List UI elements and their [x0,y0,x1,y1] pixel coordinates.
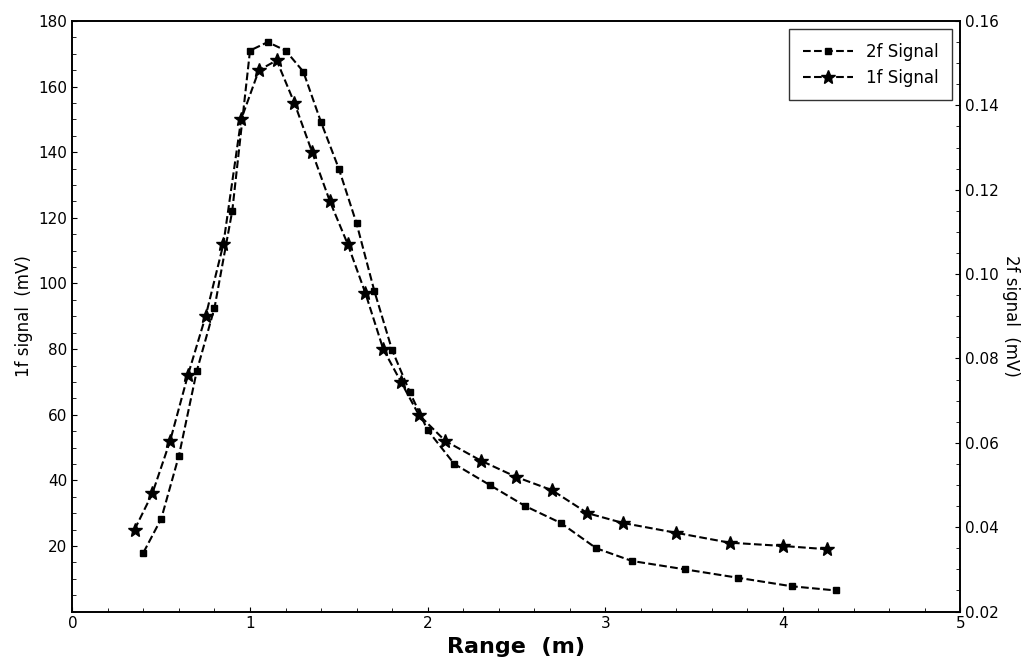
1f Signal [200,312,212,321]
2f Signal [226,207,238,215]
2f Signal [732,574,744,582]
2f Signal [520,502,532,510]
2f Signal [351,220,363,228]
1f Signal [776,542,789,550]
2f Signal [315,118,327,126]
1f Signal [439,437,451,445]
2f Signal [332,165,345,173]
2f Signal [208,304,220,312]
1f Signal [377,345,389,353]
1f Signal [306,149,319,157]
2f Signal [625,557,638,565]
1f Signal [128,526,141,534]
2f Signal [404,388,416,396]
1f Signal [821,545,833,553]
1f Signal [146,489,158,497]
2f Signal [173,452,185,460]
Line: 1f Signal: 1f Signal [127,54,834,556]
1f Signal [475,457,487,465]
1f Signal [270,56,283,65]
1f Signal [413,411,425,419]
1f Signal [510,473,523,481]
2f Signal [190,367,203,375]
1f Signal [235,116,247,124]
2f Signal [155,515,168,523]
2f Signal [830,587,842,595]
2f Signal [262,38,274,46]
1f Signal [394,378,407,386]
Y-axis label: 2f signal  (mV): 2f signal (mV) [1002,255,1021,377]
2f Signal [244,46,257,54]
1f Signal [324,198,336,206]
2f Signal [279,46,292,54]
2f Signal [448,460,461,468]
2f Signal [483,481,496,489]
1f Signal [288,99,300,107]
1f Signal [217,240,230,248]
2f Signal [590,544,602,552]
1f Signal [670,529,682,537]
1f Signal [182,372,195,380]
2f Signal [368,287,381,295]
1f Signal [582,509,594,517]
2f Signal [786,582,798,590]
1f Signal [545,486,558,494]
1f Signal [253,66,265,74]
X-axis label: Range  (m): Range (m) [447,637,586,657]
1f Signal [342,240,354,248]
1f Signal [359,289,372,297]
2f Signal [138,548,150,556]
Y-axis label: 1f signal  (mV): 1f signal (mV) [14,255,33,377]
2f Signal [679,565,691,573]
2f Signal [555,519,567,527]
Line: 2f Signal: 2f Signal [140,38,839,594]
1f Signal [723,539,736,547]
1f Signal [164,437,176,445]
2f Signal [386,346,398,354]
2f Signal [297,68,309,76]
2f Signal [421,426,434,434]
1f Signal [617,519,629,527]
Legend: 2f Signal, 1f Signal: 2f Signal, 1f Signal [790,30,952,100]
